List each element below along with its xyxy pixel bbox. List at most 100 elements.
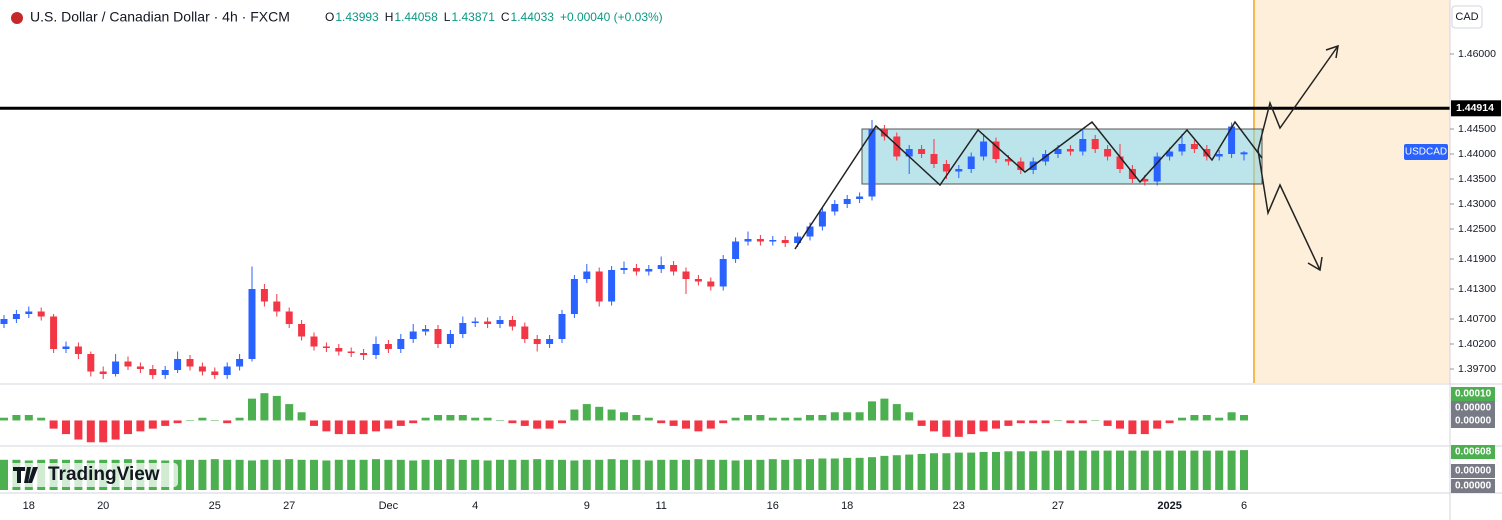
y-tick-label: 1.40200 <box>1458 338 1496 350</box>
histogram-bar <box>496 459 504 490</box>
candle-body <box>893 136 901 157</box>
candle-body <box>62 346 70 349</box>
histogram-bar <box>843 412 852 421</box>
histogram-bar <box>880 455 889 490</box>
candle-body <box>74 346 82 354</box>
histogram-bar <box>396 420 405 426</box>
candle-body <box>955 169 963 172</box>
histogram-bar <box>570 409 579 421</box>
histogram-bar <box>719 459 728 490</box>
histogram-bar <box>595 459 604 490</box>
histogram-bar <box>781 417 790 421</box>
currency[interactable]: CAD <box>1455 11 1478 23</box>
histogram-bar <box>905 454 914 490</box>
candle-body <box>769 240 777 242</box>
histogram-bar <box>1128 420 1137 435</box>
histogram-bar <box>694 420 703 432</box>
histogram-bar <box>1153 450 1162 490</box>
candle-body <box>198 366 206 372</box>
value-label: 0.00010 <box>1455 389 1492 400</box>
candle-body <box>149 369 157 375</box>
x-tick-label: 27 <box>1052 500 1064 512</box>
histogram-bar <box>520 459 529 490</box>
candle-body <box>1079 139 1087 152</box>
histogram-bar <box>322 460 331 490</box>
x-tick-label: 4 <box>472 500 478 512</box>
candle-body <box>508 320 516 327</box>
histogram-bar <box>682 459 690 490</box>
candle-body <box>1042 154 1050 162</box>
histogram-bar <box>818 458 827 490</box>
histogram-bar <box>1066 450 1075 490</box>
histogram-bar <box>285 459 294 490</box>
histogram-bar <box>1240 450 1248 490</box>
histogram-bar <box>1029 451 1038 490</box>
histogram-bar <box>582 459 591 490</box>
candle-body <box>843 199 851 204</box>
candle-body <box>608 270 616 302</box>
histogram-bar <box>1091 450 1100 490</box>
histogram-bar <box>706 459 715 490</box>
histogram-bar <box>1078 450 1087 490</box>
histogram-bar <box>917 453 926 490</box>
candle-body <box>285 311 293 324</box>
histogram-bar <box>880 398 889 421</box>
histogram-bar <box>0 459 8 490</box>
histogram-bar <box>434 459 442 490</box>
logo-mark <box>13 467 38 483</box>
candle-body <box>459 323 467 334</box>
histogram-bar <box>905 412 914 421</box>
candle-body <box>918 149 926 154</box>
candle-body <box>558 314 566 339</box>
x-tick-label: 23 <box>953 500 965 512</box>
histogram-bar <box>372 420 380 432</box>
histogram-bar <box>744 459 752 490</box>
candle-body <box>174 359 182 370</box>
histogram-bar <box>384 459 393 490</box>
x-tick-label: 25 <box>209 500 221 512</box>
header: U.S. Dollar / Canadian Dollar · 4h · FXC… <box>11 9 663 25</box>
histogram-bar <box>781 459 790 490</box>
x-tick-label: 18 <box>23 500 35 512</box>
histogram-bar <box>632 415 641 421</box>
candle-body <box>25 311 33 314</box>
candle-body <box>50 316 58 349</box>
candle-body <box>310 336 318 347</box>
change: +0.00040 (+0.03%) <box>560 10 663 24</box>
candle-body <box>1116 156 1124 169</box>
histogram-bar <box>892 404 901 421</box>
histogram-bar <box>669 459 678 490</box>
candle-body <box>298 324 306 337</box>
histogram-bar <box>657 420 666 424</box>
histogram-bar <box>458 415 467 421</box>
histogram-bar <box>210 459 219 490</box>
x-tick-label: 18 <box>841 500 853 512</box>
currency-button[interactable] <box>1451 5 1483 29</box>
candle-body <box>409 331 417 339</box>
candle-body <box>856 196 864 199</box>
candle-body <box>360 353 368 355</box>
histogram-bar <box>793 417 802 421</box>
histogram-bar <box>607 409 616 421</box>
y-tick-label: 1.41300 <box>1458 283 1496 295</box>
histogram-bar <box>1054 450 1062 490</box>
candle-body <box>1104 149 1112 157</box>
up-arrow <box>1257 45 1339 151</box>
ohlc-key: C <box>501 10 510 24</box>
histogram-bar <box>533 420 542 429</box>
histogram-bar <box>446 415 455 421</box>
histogram-bar <box>558 459 566 490</box>
ohlc-value: 1.43871 <box>451 10 495 24</box>
ohlc-key: H <box>385 10 394 24</box>
oscillator-pane <box>0 393 1248 443</box>
histogram-bar <box>496 420 504 421</box>
histogram-bar <box>657 459 666 490</box>
candle-body <box>1017 161 1025 170</box>
candle-body <box>112 361 120 374</box>
candle-body <box>1153 156 1161 182</box>
histogram-bar <box>855 457 864 490</box>
value-label: 0.00608 <box>1455 447 1492 458</box>
value-label: 0.00000 <box>1455 466 1492 477</box>
symbol: USDCAD <box>1405 147 1447 158</box>
candle-body <box>1128 169 1136 179</box>
